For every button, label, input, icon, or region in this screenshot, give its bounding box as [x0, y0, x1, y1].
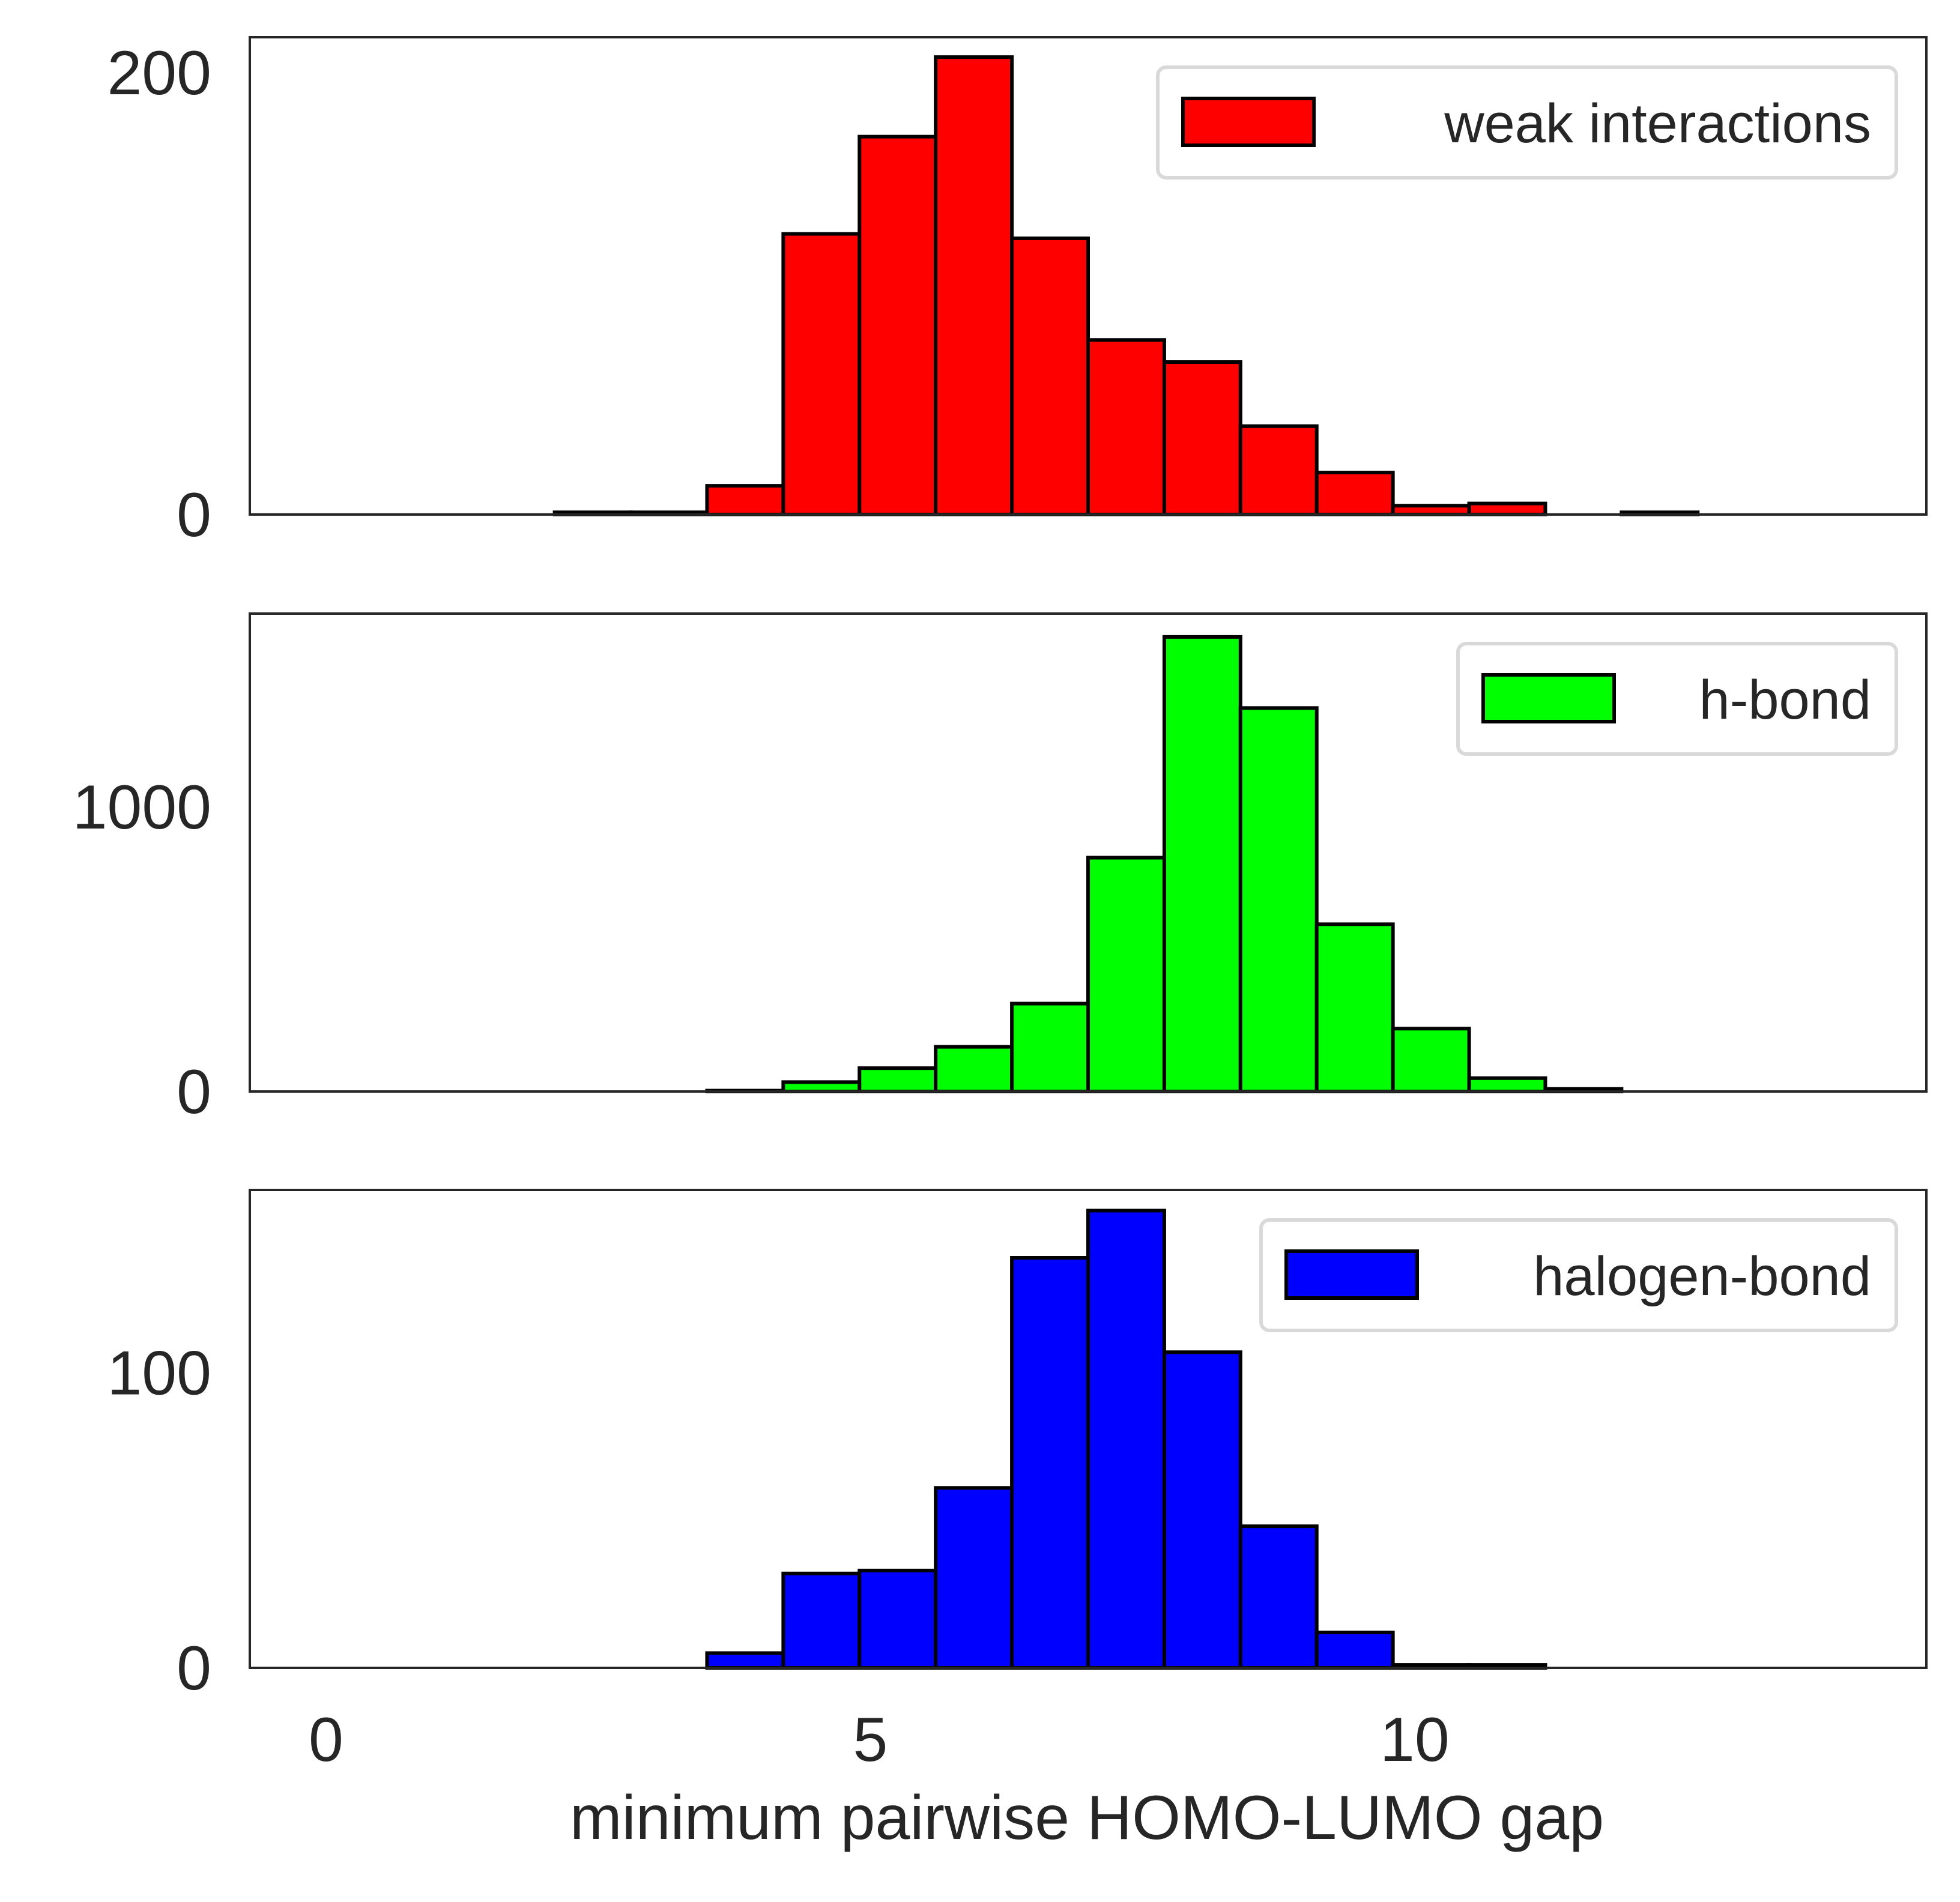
- histogram-bar: [1238, 1524, 1319, 1670]
- y-tick-label: 0: [177, 480, 211, 550]
- bars-group: [705, 1209, 1547, 1670]
- histogram-bar: [1314, 1631, 1395, 1670]
- legend: weak interactions: [1156, 65, 1898, 180]
- axes-frame: [249, 612, 1928, 1093]
- histogram-bar: [934, 55, 1014, 516]
- histogram-bar: [858, 1568, 938, 1670]
- histogram-bar: [1314, 922, 1395, 1094]
- histogram-bar: [1086, 338, 1166, 516]
- legend-box: [1259, 1218, 1898, 1332]
- y-tick-label: 100: [107, 1339, 211, 1408]
- x-axis: 0 5 10: [309, 1705, 1450, 1775]
- x-tick-label: 5: [853, 1705, 888, 1775]
- histogram-bar: [858, 1066, 938, 1093]
- bars-group: [552, 55, 1700, 517]
- bars-group: [705, 635, 1624, 1094]
- legend: h-bond: [1456, 642, 1898, 756]
- legend-label: weak interactions: [1444, 93, 1871, 154]
- y-tick-label: 1000: [73, 773, 211, 842]
- histogram-bar: [1010, 1001, 1090, 1094]
- legend-swatch: [1481, 673, 1616, 723]
- histogram-bar: [934, 1486, 1014, 1670]
- legend-box: [1156, 65, 1898, 180]
- histogram-bar: [1391, 504, 1471, 516]
- histogram-bar: [781, 232, 862, 516]
- histogram-bar: [1010, 236, 1090, 516]
- histogram-bar: [1238, 706, 1319, 1094]
- histogram-bar: [1467, 501, 1547, 517]
- histogram-bar: [705, 1651, 785, 1670]
- histogram-bar: [1162, 360, 1242, 517]
- histogram-bar: [1086, 1209, 1166, 1670]
- histogram-bar: [1086, 856, 1166, 1093]
- legend-swatch: [1284, 1249, 1419, 1300]
- histogram-bar: [1467, 1076, 1547, 1094]
- axes-frame: [249, 36, 1928, 516]
- histogram-bar: [934, 1045, 1014, 1094]
- legend-swatch: [1181, 97, 1316, 147]
- legend-label: h-bond: [1699, 669, 1871, 731]
- y-tick-label: 0: [177, 1057, 211, 1127]
- x-tick-label: 10: [1380, 1705, 1450, 1775]
- legend-box: [1456, 642, 1898, 756]
- legend-label: halogen-bond: [1533, 1246, 1871, 1307]
- panel-1: 0 200 weak interactions: [107, 36, 1928, 550]
- histogram-bar: [1010, 1256, 1090, 1670]
- histogram-bar: [781, 1571, 862, 1670]
- histogram-bar: [1391, 1027, 1471, 1093]
- histogram-bar: [1314, 471, 1395, 517]
- histogram-bar: [1238, 424, 1319, 516]
- x-tick-label: 0: [309, 1705, 343, 1775]
- y-tick-label: 200: [107, 38, 211, 108]
- panel-2: 0 1000 h-bond: [73, 612, 1928, 1127]
- axes-frame: [249, 1189, 1928, 1669]
- legend: halogen-bond: [1259, 1218, 1898, 1332]
- histogram-bar: [705, 484, 785, 516]
- x-axis-label: minimum pairwise HOMO-LUMO gap: [570, 1783, 1604, 1853]
- histogram-bar: [781, 1080, 862, 1093]
- y-tick-label: 0: [177, 1634, 211, 1703]
- histogram-bar: [858, 134, 938, 516]
- panel-3: 0 100 halogen-bond: [107, 1189, 1928, 1703]
- histogram-bar: [1162, 1350, 1242, 1670]
- histogram-bar: [1162, 635, 1242, 1094]
